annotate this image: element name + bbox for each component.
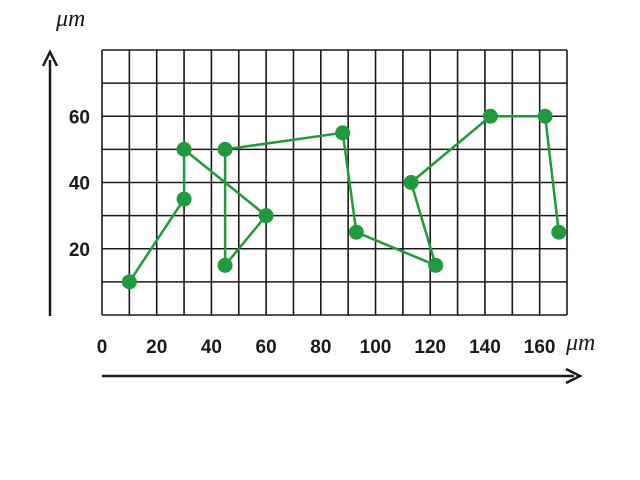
x-tick-label: 120 xyxy=(414,337,446,358)
x-tick-label: 100 xyxy=(360,337,392,358)
x-tick-label: 60 xyxy=(256,337,277,358)
y-tick-label: 60 xyxy=(69,107,90,128)
x-tick-label: 80 xyxy=(310,337,331,358)
data-point xyxy=(551,224,567,240)
series-trajectory xyxy=(121,108,567,290)
data-point xyxy=(428,257,444,273)
data-point xyxy=(335,125,351,141)
data-point xyxy=(537,108,553,124)
y-tick-labels: 20 40 60 xyxy=(69,107,90,261)
data-point xyxy=(217,257,233,273)
x-unit-label: μm xyxy=(565,330,595,356)
y-axis-arrowhead xyxy=(41,49,59,67)
data-point xyxy=(176,191,192,207)
x-tick-label: 20 xyxy=(146,337,167,358)
data-point xyxy=(403,175,419,190)
grid xyxy=(101,49,568,316)
data-point xyxy=(258,208,274,224)
y-tick-label: 20 xyxy=(69,240,90,261)
y-unit-label: μm xyxy=(55,6,85,32)
x-tick-label: 140 xyxy=(469,337,501,358)
x-axis-arrowhead xyxy=(565,367,583,385)
x-tick-label: 0 xyxy=(97,337,108,358)
x-tick-label: 40 xyxy=(201,337,222,358)
data-point xyxy=(176,141,192,157)
x-tick-label: 160 xyxy=(524,337,556,358)
data-point xyxy=(482,108,498,124)
data-point xyxy=(121,274,137,290)
axes xyxy=(41,49,583,385)
data-point xyxy=(217,141,233,157)
series-line xyxy=(128,115,561,283)
x-tick-labels: 0 20 40 60 80 100 120 140 160 xyxy=(97,337,556,358)
y-tick-label: 40 xyxy=(69,174,90,195)
data-point xyxy=(348,224,364,240)
